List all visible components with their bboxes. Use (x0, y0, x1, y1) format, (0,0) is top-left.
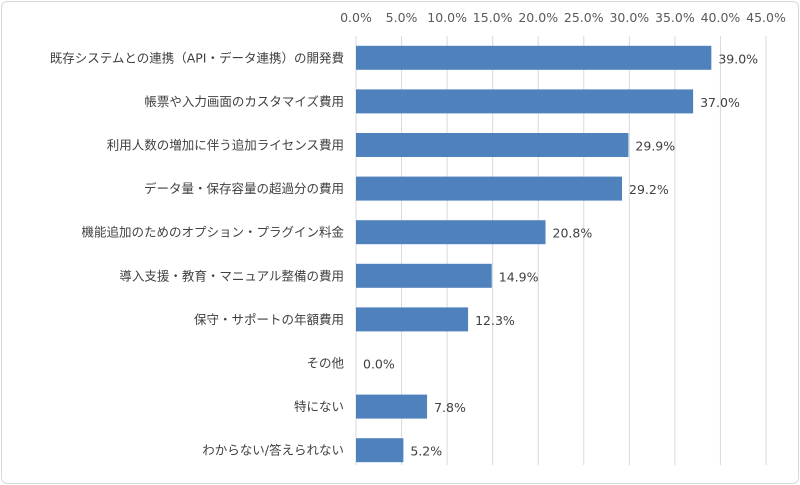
data-label: 14.9% (499, 269, 539, 284)
x-axis-tick-labels: 0.0% 5.0% 10.0% 15.0% 20.0% 25.0% 30.0% 35.0% 40… (340, 10, 786, 25)
bars (356, 45, 712, 463)
x-tick-label: 40.0% (701, 10, 741, 25)
category-labels: 既存システムとの連携（API・データ連携）の開発費帳票や入力画面のカスタマイズ費… (50, 50, 345, 457)
category-label: 既存システムとの連携（API・データ連携）の開発費 (50, 50, 344, 65)
x-tick-label: 15.0% (473, 10, 513, 25)
data-label: 29.9% (635, 139, 675, 154)
data-label: 29.2% (629, 182, 669, 197)
x-tick-label: 45.0% (746, 10, 786, 25)
x-tick-label: 35.0% (655, 10, 695, 25)
data-label: 0.0% (363, 357, 395, 372)
data-label: 7.8% (434, 400, 466, 415)
data-label: 5.2% (410, 444, 442, 459)
bar (356, 220, 546, 245)
x-tick-label: 10.0% (427, 10, 467, 25)
category-label: データ量・保存容量の超過分の費用 (144, 181, 344, 196)
category-label: 導入支援・教育・マニュアル整備の費用 (119, 268, 344, 283)
x-tick-label: 0.0% (340, 10, 372, 25)
bar (356, 176, 623, 201)
category-label: 保守・サポートの年額費用 (194, 312, 344, 327)
data-label: 37.0% (700, 95, 740, 110)
category-label: 特にない (294, 399, 344, 414)
category-label: 帳票や入力画面のカスタマイズ費用 (144, 94, 344, 109)
category-label: 機能追加のためのオプション・プラグイン料金 (81, 225, 344, 240)
data-labels: 39.0% 37.0% 29.9% 29.2% 20.8% 14.9% 12.3% 0.0% 7… (363, 51, 758, 458)
data-label: 12.3% (475, 313, 515, 328)
x-tick-label: 20.0% (518, 10, 558, 25)
bar (356, 307, 469, 332)
bar (356, 263, 492, 288)
bar (356, 89, 694, 114)
bar (356, 45, 712, 70)
x-tick-label: 5.0% (386, 10, 418, 25)
x-tick-label: 25.0% (564, 10, 604, 25)
data-label: 39.0% (718, 51, 758, 66)
category-label: その他 (306, 356, 344, 371)
data-label: 20.8% (553, 226, 593, 241)
category-label: わからない/答えられない (202, 443, 344, 458)
bar (356, 133, 629, 157)
bar (356, 438, 404, 463)
category-label: 利用人数の増加に伴う追加ライセンス費用 (107, 138, 344, 153)
x-tick-label: 30.0% (609, 10, 649, 25)
bar (356, 394, 428, 419)
